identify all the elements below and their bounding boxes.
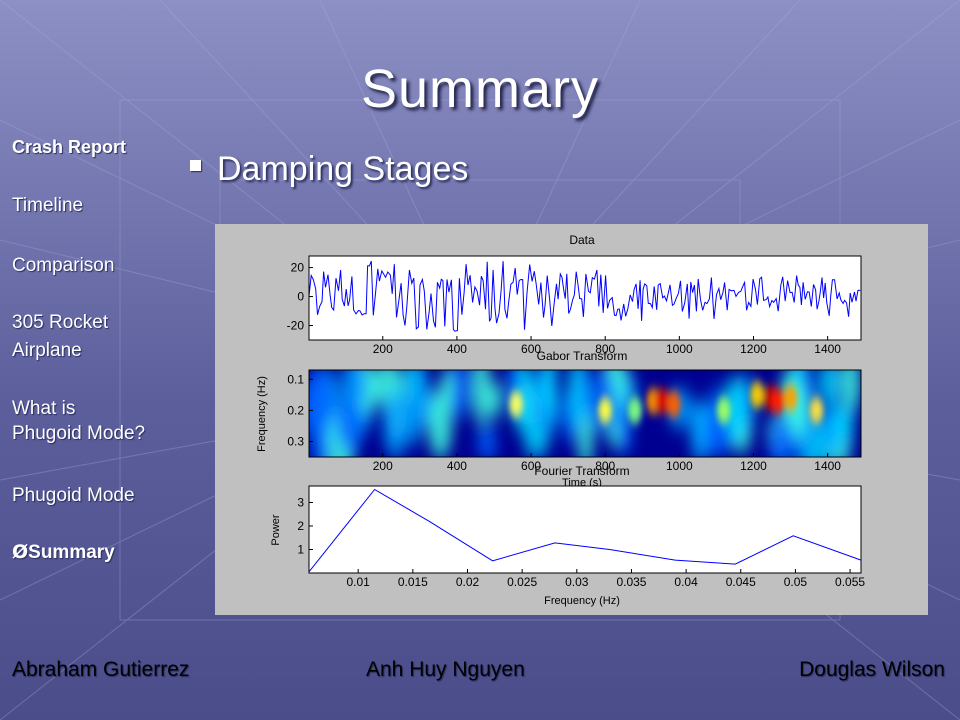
fourier-ylabel: Power: [270, 514, 282, 546]
fourier-xlabel: Frequency (Hz): [544, 595, 620, 607]
fourier-power-line: [308, 488, 862, 573]
gabor-xtick-label: 800: [595, 459, 615, 473]
fourier-xtick-label: 0.035: [616, 575, 646, 589]
data-xtick-label: 1400: [814, 342, 841, 356]
gabor-ylabel: Frequency (Hz): [256, 376, 268, 452]
data-xtick-label: 400: [447, 342, 467, 356]
footer-author-1: Abraham Gutierrez: [12, 658, 190, 681]
fourier-xtick-label: 0.03: [565, 575, 589, 589]
square-bullet-icon: [190, 159, 201, 171]
gabor-ytick-label: 0.1: [287, 372, 304, 386]
data-ytick-label: 0: [297, 290, 304, 304]
fourier-plot-ticks: 0.01 0.015 0.02 0.025 0.03 0.035 0.04 0.045 0.05…: [297, 495, 865, 589]
fourier-xtick-label: 0.025: [507, 575, 537, 589]
slide-title: Summary: [360, 59, 600, 119]
fourier-xtick-label: 0.04: [674, 575, 698, 589]
sidebar-item-comparison[interactable]: Comparison: [12, 255, 115, 276]
gabor-xtick-label: 600: [521, 459, 541, 473]
sidebar-item-phugoid-question[interactable]: Phugoid Mode?: [12, 423, 146, 444]
fourier-xtick-label: 0.01: [347, 575, 371, 589]
sidebar-item-305-rocket[interactable]: 305 Rocket: [12, 312, 109, 333]
data-xtick-label: 1000: [666, 342, 693, 356]
fourier-xtick-label: 0.015: [398, 575, 428, 589]
data-xtick-label: 800: [595, 342, 615, 356]
matlab-figure: Data 200 400 600 800 1000 1200 1400 20 0 -20 Gabo…: [215, 224, 928, 615]
gabor-ytick-label: 0.3: [287, 434, 304, 448]
fourier-xtick-label: 0.05: [784, 575, 808, 589]
gabor-xtick-label: 1000: [666, 459, 693, 473]
sidebar-item-what-is[interactable]: What is: [12, 398, 76, 419]
fourier-ytick-label: 3: [297, 495, 304, 509]
footer-author-3: Douglas Wilson: [799, 658, 945, 681]
sidebar-item-summary[interactable]: ØSummary: [12, 541, 115, 564]
gabor-plot-ticks: 200 400 600 800 1000 1200 1400 0.1 0.2 0.3: [287, 372, 841, 473]
data-plot-axes: [308, 255, 862, 341]
gabor-xtick-label: 1400: [814, 459, 841, 473]
fourier-plot-title: Fourier Transform: [534, 464, 629, 478]
data-ytick-label: 20: [291, 261, 305, 275]
fourier-xtick-label: 0.055: [835, 575, 865, 589]
gabor-heatmap: [309, 370, 861, 457]
data-plot-title: Data: [569, 233, 595, 247]
data-ytick-label: -20: [287, 319, 305, 333]
data-xtick-label: 200: [373, 342, 393, 356]
data-xtick-label: 600: [521, 342, 541, 356]
fourier-ytick-label: 1: [297, 542, 304, 556]
sidebar-item-airplane[interactable]: Airplane: [12, 340, 82, 361]
fourier-ytick-label: 2: [297, 519, 304, 533]
arrow-bullet-icon: Ø: [12, 541, 29, 563]
bullet-damping-stages: Damping Stages: [190, 150, 468, 189]
sidebar-item-crash-report[interactable]: Crash Report: [12, 137, 127, 157]
bullet-text: Damping Stages: [217, 150, 469, 188]
data-signal-line: [309, 260, 861, 332]
gabor-plot-title: Gabor Transform: [537, 349, 628, 363]
fourier-xtick-label: 0.02: [456, 575, 480, 589]
gabor-xtick-label: 400: [447, 459, 467, 473]
sidebar-item-phugoid-mode[interactable]: Phugoid Mode: [12, 485, 135, 506]
sidebar-item-timeline[interactable]: Timeline: [12, 195, 84, 216]
gabor-xtick-label: 200: [373, 459, 393, 473]
sidebar-item-summary-label: Summary: [28, 542, 115, 563]
gabor-ytick-label: 0.2: [287, 403, 304, 417]
fourier-xtick-label: 0.045: [726, 575, 756, 589]
fourier-plot-axes: [308, 485, 862, 574]
gabor-xtick-label: 1200: [740, 459, 767, 473]
footer-author-2: Anh Huy Nguyen: [366, 658, 525, 681]
data-xtick-label: 1200: [740, 342, 767, 356]
